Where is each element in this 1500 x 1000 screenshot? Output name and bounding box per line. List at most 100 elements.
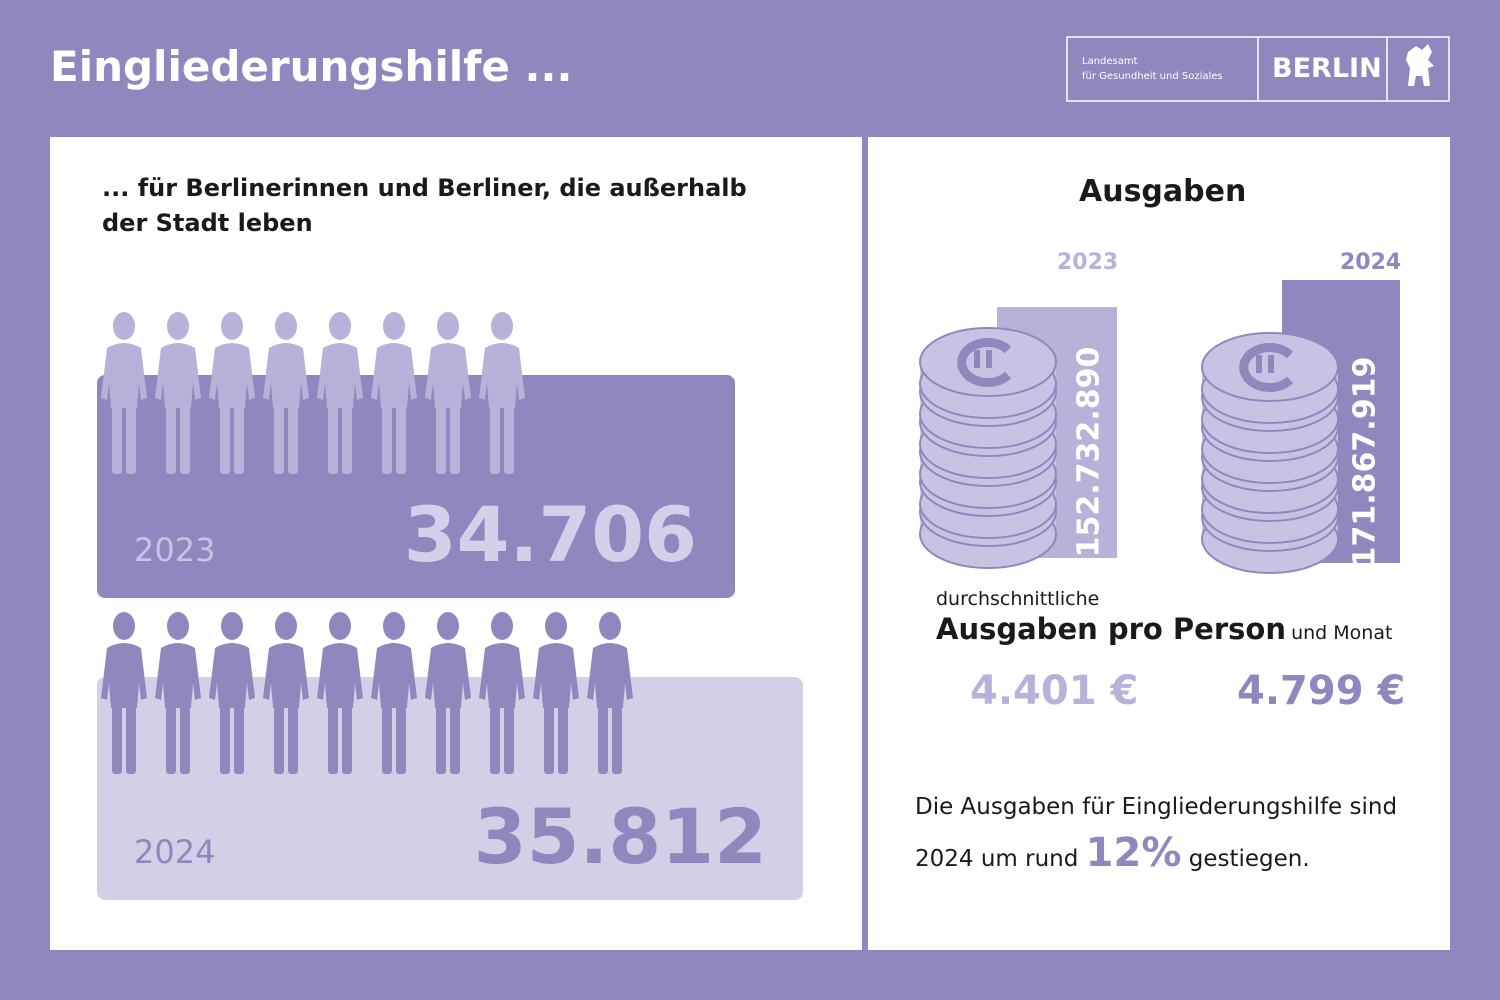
note: 2024 um rund xyxy=(915,846,1079,872)
row-year: 2024 xyxy=(134,833,216,871)
body xyxy=(155,643,201,708)
head xyxy=(599,612,621,640)
body xyxy=(371,643,417,708)
person-icon xyxy=(533,612,579,774)
note-line: 2024 um rund 12% gestiegen. xyxy=(915,830,1310,876)
body xyxy=(263,343,309,408)
stack-year: 2024 xyxy=(1340,250,1402,275)
leg xyxy=(180,706,190,774)
leg xyxy=(342,406,352,474)
person-icon xyxy=(209,312,255,474)
head xyxy=(167,312,189,340)
leg xyxy=(450,706,460,774)
row-box-2024 xyxy=(97,677,803,900)
euro-bar xyxy=(1268,355,1274,373)
euro-icon xyxy=(957,338,1012,387)
head xyxy=(221,612,243,640)
stack-year: 2023 xyxy=(1057,250,1119,275)
section-title: Ausgaben xyxy=(1079,174,1247,209)
amount-2024: 171.867.919 xyxy=(1348,357,1383,568)
body xyxy=(479,343,525,408)
amount-2023: 152.732.890 xyxy=(1072,347,1107,558)
leg xyxy=(436,406,446,474)
leg xyxy=(112,406,122,474)
leg xyxy=(126,406,136,474)
leg xyxy=(180,406,190,474)
leg xyxy=(612,706,622,774)
body xyxy=(587,643,633,708)
body xyxy=(101,643,147,708)
person-icon xyxy=(263,312,309,474)
head xyxy=(113,312,135,340)
person-icon xyxy=(587,612,633,774)
body xyxy=(209,643,255,708)
note: gestiegen. xyxy=(1188,846,1310,872)
title: Eingliederungshilfe ... xyxy=(50,42,573,91)
leg xyxy=(234,406,244,474)
row-box-2023 xyxy=(97,375,735,598)
subtitle: der Stadt leben xyxy=(102,209,313,237)
body xyxy=(155,343,201,408)
leg xyxy=(166,406,176,474)
body xyxy=(263,643,309,708)
leg xyxy=(328,706,338,774)
row-year: 2023 xyxy=(134,531,216,569)
person-icon xyxy=(155,312,201,474)
head xyxy=(383,612,405,640)
person-icon xyxy=(101,612,147,774)
avg-heading: Ausgaben pro Person und Monat xyxy=(936,612,1392,646)
leg xyxy=(558,706,568,774)
leg xyxy=(274,406,284,474)
head xyxy=(275,612,297,640)
head xyxy=(167,612,189,640)
leg xyxy=(490,406,500,474)
body xyxy=(101,343,147,408)
note-highlight: 12% xyxy=(1085,830,1182,876)
leg xyxy=(274,706,284,774)
person-icon xyxy=(479,312,525,474)
leg xyxy=(220,706,230,774)
leg xyxy=(504,706,514,774)
person-icon xyxy=(209,612,255,774)
person-icon xyxy=(263,612,309,774)
head xyxy=(329,312,351,340)
leg xyxy=(450,406,460,474)
body xyxy=(317,343,363,408)
row-count: 34.706 xyxy=(403,490,697,579)
person-icon xyxy=(425,312,471,474)
body xyxy=(371,343,417,408)
body xyxy=(317,643,363,708)
body xyxy=(533,643,579,708)
head xyxy=(113,612,135,640)
per-person: 4.799 € xyxy=(1237,668,1406,714)
head xyxy=(491,612,513,640)
avg-bold: Ausgaben pro Person xyxy=(936,612,1286,646)
leg xyxy=(504,406,514,474)
leg xyxy=(220,406,230,474)
note: Die Ausgaben für Eingliederungshilfe sin… xyxy=(915,794,1398,820)
person-icon xyxy=(479,612,525,774)
head xyxy=(275,312,297,340)
person-icon xyxy=(155,612,201,774)
body xyxy=(209,343,255,408)
head xyxy=(437,312,459,340)
body xyxy=(425,343,471,408)
leg xyxy=(544,706,554,774)
avg-rest: und Monat xyxy=(1291,622,1393,644)
person-icon xyxy=(371,312,417,474)
leg xyxy=(342,706,352,774)
logo-org: Landesamt xyxy=(1082,56,1138,67)
head xyxy=(221,312,243,340)
leg xyxy=(166,706,176,774)
subtitle: ... für Berlinerinnen und Berliner, die … xyxy=(102,174,747,202)
euro-icon xyxy=(1239,343,1294,392)
logo-org: für Gesundheit und Soziales xyxy=(1082,71,1223,82)
person-icon xyxy=(317,612,363,774)
leg xyxy=(328,406,338,474)
person-icon xyxy=(317,312,363,474)
leg xyxy=(126,706,136,774)
leg xyxy=(396,706,406,774)
leg xyxy=(382,406,392,474)
